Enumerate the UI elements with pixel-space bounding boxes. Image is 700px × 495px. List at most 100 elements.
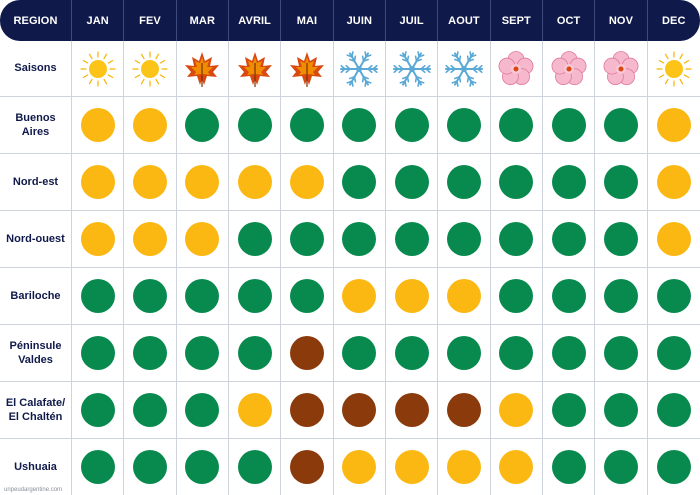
status-dot-yellow xyxy=(342,279,377,313)
table-cell xyxy=(595,211,648,268)
sun-icon xyxy=(80,50,116,87)
table-cell xyxy=(438,154,491,211)
table-cell xyxy=(333,325,386,382)
season-cell xyxy=(176,41,229,97)
status-dot-yellow xyxy=(394,450,429,484)
snowflake-icon xyxy=(444,50,483,87)
table-cell xyxy=(281,382,334,439)
status-dot-yellow xyxy=(446,450,481,484)
status-dot-green xyxy=(446,336,481,370)
table-cell xyxy=(124,211,177,268)
table-cell xyxy=(647,325,700,382)
table-cell xyxy=(281,268,334,325)
season-cell xyxy=(595,41,648,97)
table-cell xyxy=(228,325,282,382)
status-dot-yellow xyxy=(237,393,272,427)
status-dot-green xyxy=(394,108,429,142)
season-cell xyxy=(228,41,282,97)
table-cell xyxy=(647,154,700,211)
status-dot-green xyxy=(551,336,586,370)
table-cell xyxy=(385,211,439,268)
table-cell xyxy=(72,97,125,154)
table-cell xyxy=(228,382,282,439)
table-cell xyxy=(490,211,543,268)
season-cell xyxy=(647,41,700,97)
status-dot-green xyxy=(551,450,586,484)
status-dot-green xyxy=(237,450,272,484)
status-dot-yellow xyxy=(80,165,115,199)
table-cell xyxy=(333,97,386,154)
season-cell xyxy=(542,41,596,97)
table-cell xyxy=(595,268,648,325)
table-cell xyxy=(647,211,700,268)
table-cell xyxy=(334,439,386,495)
table-cell xyxy=(228,154,282,211)
table-cell xyxy=(229,439,282,495)
status-dot-green xyxy=(185,336,220,370)
row-label-region: Péninsule Valdes xyxy=(0,325,72,382)
status-dot-green xyxy=(603,108,638,142)
status-dot-yellow xyxy=(80,222,115,256)
table-cell xyxy=(647,97,700,154)
table-cell xyxy=(438,211,491,268)
header-month: MAI xyxy=(281,0,334,41)
status-dot-yellow xyxy=(656,165,691,199)
table-cell xyxy=(490,325,543,382)
table-cell xyxy=(72,382,125,439)
table-cell xyxy=(542,97,596,154)
autumn-leaf-icon xyxy=(289,51,324,87)
status-dot-yellow xyxy=(499,450,534,484)
status-dot-green xyxy=(656,450,691,484)
table-cell xyxy=(385,382,439,439)
table-cell xyxy=(176,382,229,439)
status-dot-green xyxy=(603,336,638,370)
table-cell xyxy=(542,211,596,268)
sun-icon xyxy=(656,50,692,87)
status-dot-green xyxy=(499,222,534,256)
table-cell xyxy=(542,382,596,439)
table-cell xyxy=(176,325,229,382)
table-cell xyxy=(72,268,125,325)
table-cell xyxy=(543,439,596,495)
status-dot-green xyxy=(132,393,167,427)
status-dot-brown xyxy=(289,450,324,484)
table-cell xyxy=(647,268,700,325)
table-cell xyxy=(490,268,543,325)
status-dot-green xyxy=(185,108,220,142)
table-cell xyxy=(438,439,491,495)
table-cell xyxy=(386,439,439,495)
status-dot-yellow xyxy=(80,108,115,142)
header-month: FEV xyxy=(124,0,177,41)
table-cell xyxy=(491,439,543,495)
status-dot-green xyxy=(551,393,586,427)
table-cell xyxy=(385,154,439,211)
season-cell xyxy=(124,41,177,97)
table-cell xyxy=(595,325,648,382)
header-month: JAN xyxy=(72,0,125,41)
sun-icon xyxy=(132,50,168,87)
status-dot-green xyxy=(80,450,115,484)
snowflake-icon xyxy=(392,50,431,87)
table-cell xyxy=(595,382,648,439)
status-dot-green xyxy=(237,222,272,256)
header-month: JUIL xyxy=(386,0,439,41)
table-cell xyxy=(333,382,386,439)
status-dot-green xyxy=(499,336,534,370)
autumn-leaf-icon xyxy=(237,51,272,87)
table-cell xyxy=(333,268,386,325)
status-dot-green xyxy=(656,336,691,370)
table-cell xyxy=(72,439,125,495)
table-cell xyxy=(228,268,282,325)
table-cell xyxy=(281,154,334,211)
header-month: DEC xyxy=(662,14,686,27)
table-cell xyxy=(281,97,334,154)
status-dot-green xyxy=(185,279,220,313)
season-cell xyxy=(281,41,334,97)
status-dot-green xyxy=(237,279,272,313)
header-month: AVRIL xyxy=(229,0,282,41)
status-dot-green xyxy=(446,222,481,256)
status-dot-brown xyxy=(446,393,481,427)
row-label-seasons: Saisons xyxy=(0,41,72,97)
status-dot-green xyxy=(446,108,481,142)
